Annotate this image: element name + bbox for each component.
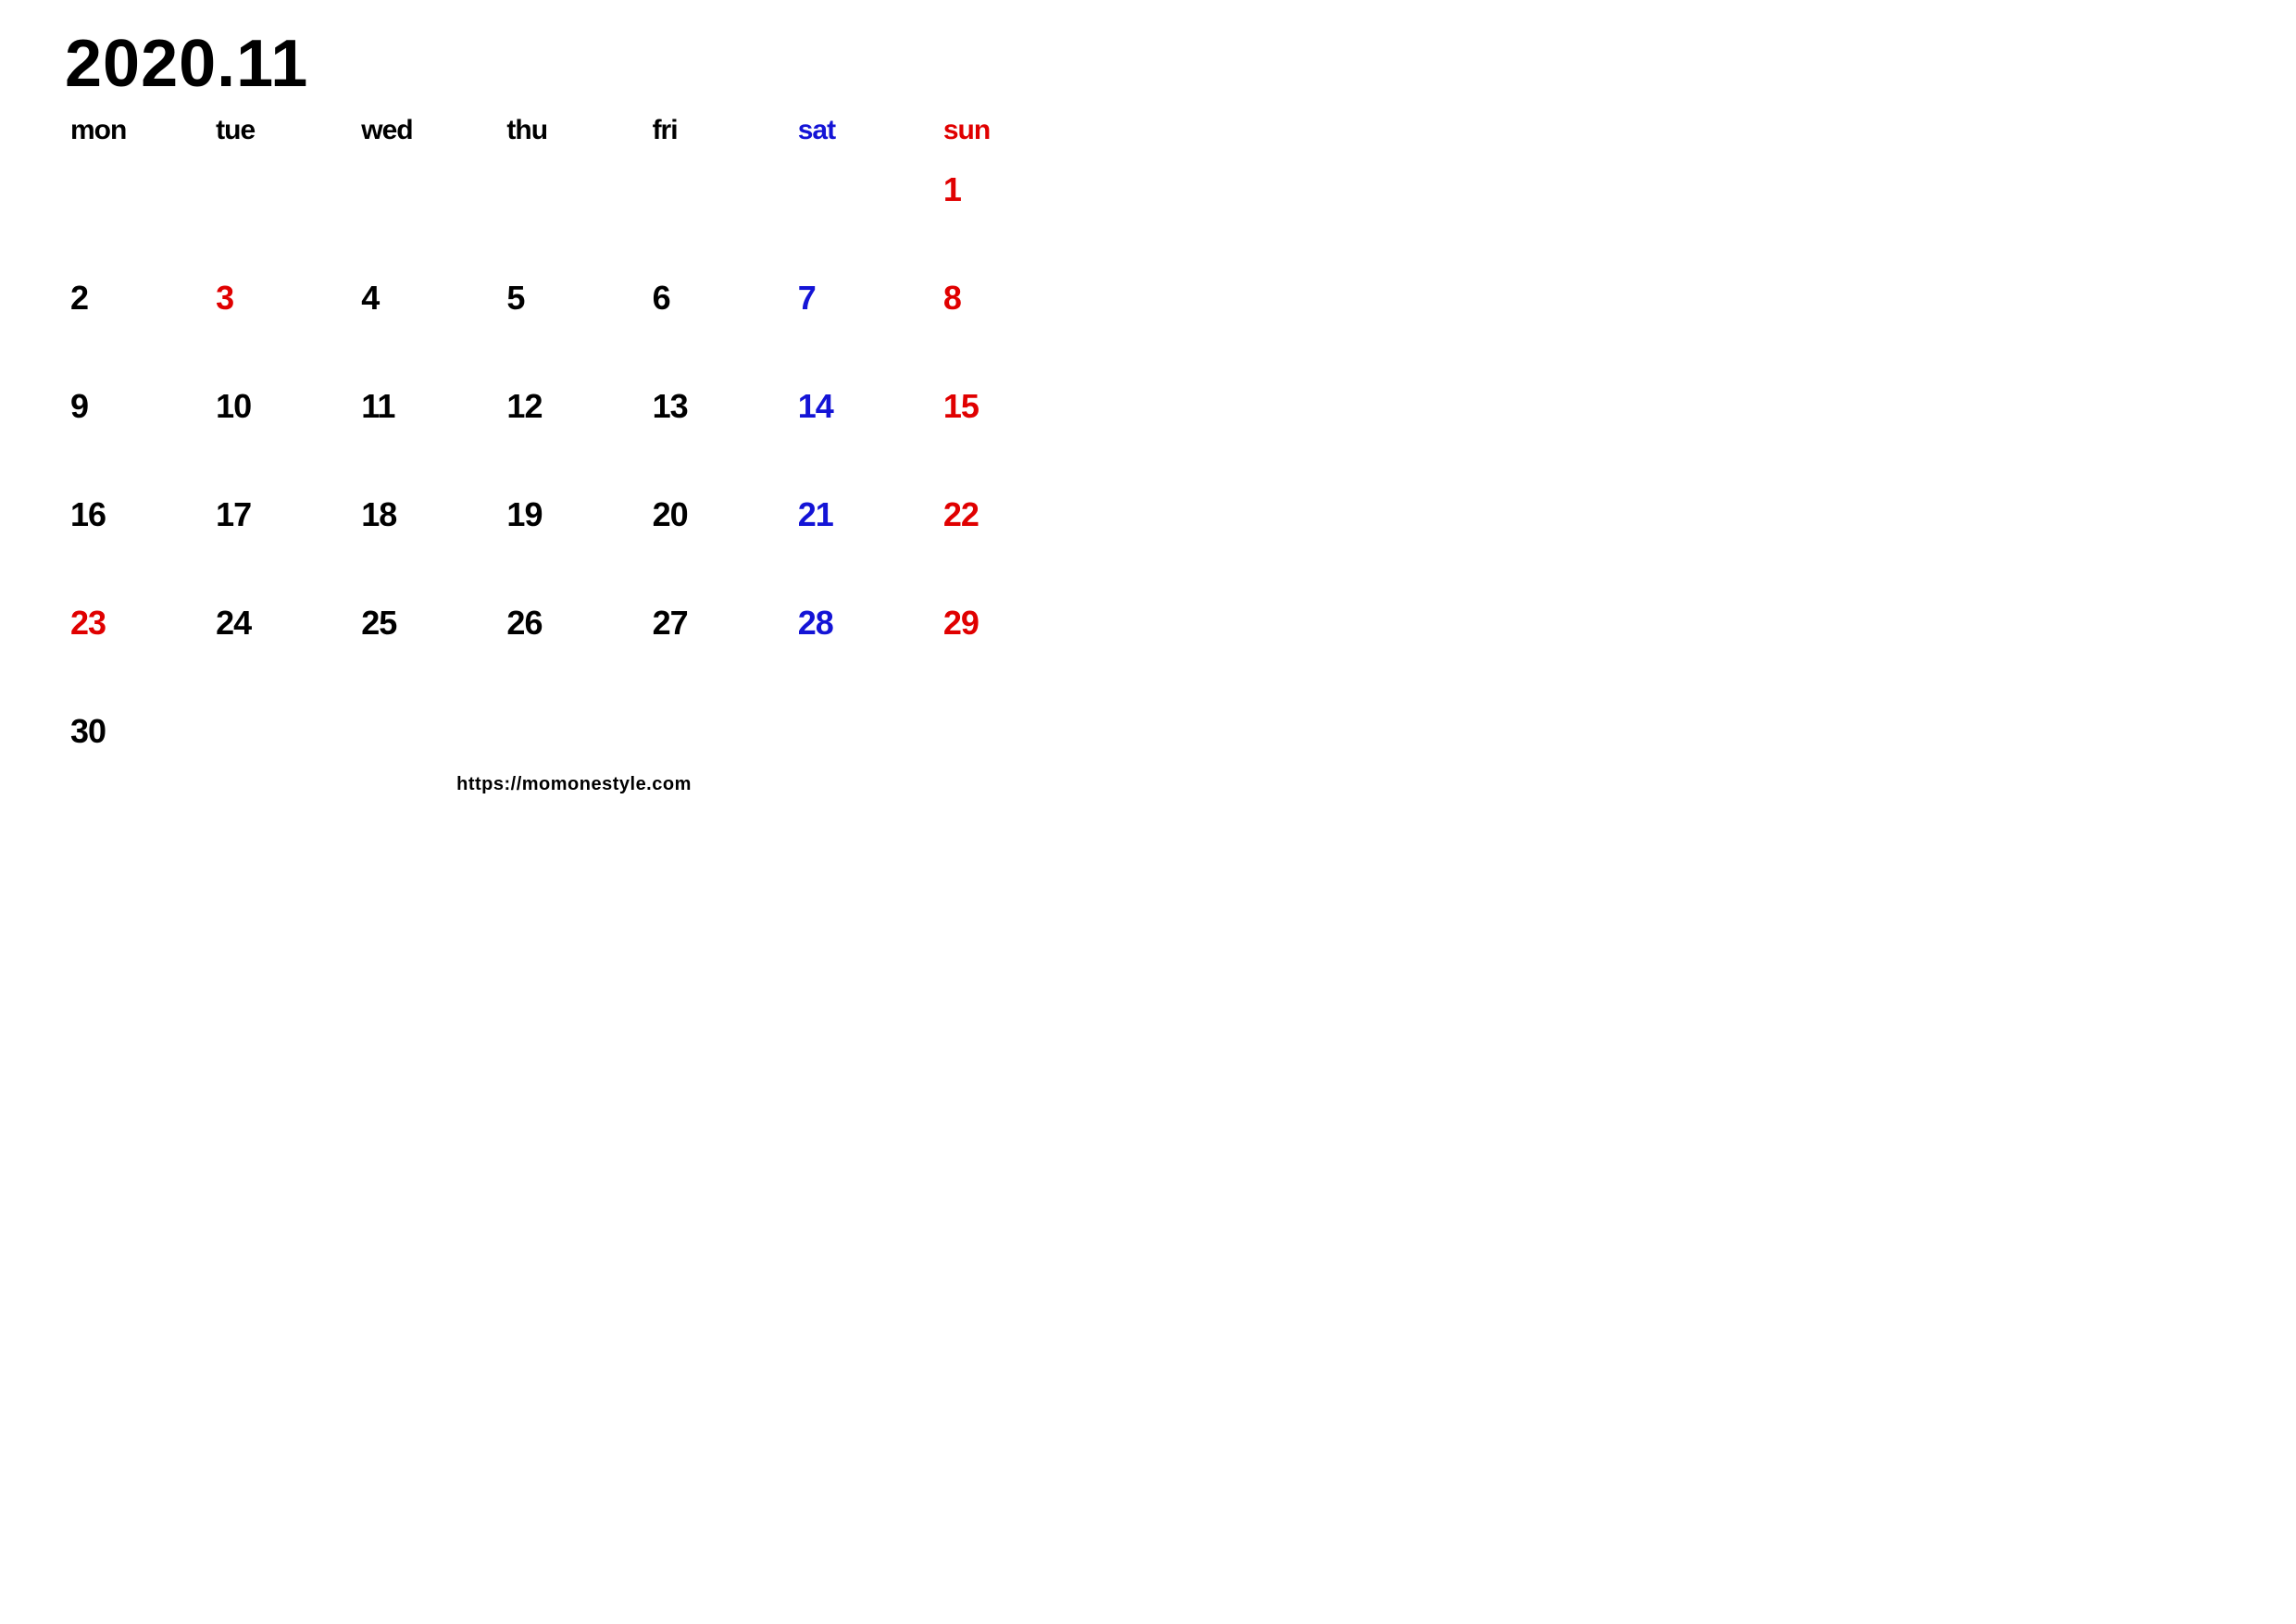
calendar-day-cell (356, 708, 501, 817)
weekday-header-wed: wed (356, 111, 501, 167)
calendar-week-row: 9 10 11 12 13 14 15 (65, 383, 1083, 492)
calendar-day-cell: 24 (210, 600, 356, 708)
calendar-day-cell (65, 167, 210, 275)
calendar-day-cell: 7 (792, 275, 938, 383)
calendar-day-cell: 18 (356, 492, 501, 600)
weekday-header-sat: sat (792, 111, 938, 167)
calendar-day-cell: 4 (356, 275, 501, 383)
calendar-day-cell (356, 167, 501, 275)
weekday-header-fri: fri (647, 111, 792, 167)
calendar-day-cell: 8 (938, 275, 1083, 383)
calendar-week-row: 16 17 18 19 20 21 22 (65, 492, 1083, 600)
calendar-day-cell (647, 708, 792, 817)
calendar-day-cell (647, 167, 792, 275)
calendar-day-cell (792, 167, 938, 275)
calendar-day-cell: 11 (356, 383, 501, 492)
calendar-day-cell (210, 708, 356, 817)
calendar-day-cell: 3 (210, 275, 356, 383)
calendar-day-cell (501, 708, 646, 817)
calendar-day-cell: 15 (938, 383, 1083, 492)
calendar-week-row: 1 (65, 167, 1083, 275)
weekday-header-tue: tue (210, 111, 356, 167)
calendar-week-row: 23 24 25 26 27 28 29 (65, 600, 1083, 708)
calendar-day-cell: 21 (792, 492, 938, 600)
calendar-day-cell: 17 (210, 492, 356, 600)
calendar-day-cell: 23 (65, 600, 210, 708)
calendar-day-cell: 25 (356, 600, 501, 708)
calendar-day-cell: 14 (792, 383, 938, 492)
calendar-day-cell: 20 (647, 492, 792, 600)
calendar-day-cell (792, 708, 938, 817)
footer-url: https://momonestyle.com (0, 774, 1148, 795)
calendar-day-cell: 9 (65, 383, 210, 492)
calendar-day-cell: 26 (501, 600, 646, 708)
calendar-day-cell: 6 (647, 275, 792, 383)
calendar-day-cell: 16 (65, 492, 210, 600)
calendar-day-cell: 1 (938, 167, 1083, 275)
weekday-header-mon: mon (65, 111, 210, 167)
calendar-page: 2020.11 mon tue wed thu fri sat sun 1 2 … (0, 0, 1148, 812)
calendar-day-cell (938, 708, 1083, 817)
weekday-header-sun: sun (938, 111, 1083, 167)
calendar-day-cell: 22 (938, 492, 1083, 600)
calendar-grid: mon tue wed thu fri sat sun 1 2 3 4 5 6 … (65, 111, 1083, 817)
calendar-day-cell: 2 (65, 275, 210, 383)
calendar-day-cell (501, 167, 646, 275)
calendar-day-cell: 5 (501, 275, 646, 383)
calendar-day-cell: 29 (938, 600, 1083, 708)
calendar-day-cell: 12 (501, 383, 646, 492)
calendar-day-cell: 28 (792, 600, 938, 708)
calendar-header-row: mon tue wed thu fri sat sun (65, 111, 1083, 167)
calendar-day-cell: 27 (647, 600, 792, 708)
weekday-header-thu: thu (501, 111, 646, 167)
calendar-week-row: 2 3 4 5 6 7 8 (65, 275, 1083, 383)
calendar-day-cell: 19 (501, 492, 646, 600)
calendar-day-cell: 10 (210, 383, 356, 492)
calendar-day-cell: 30 (65, 708, 210, 817)
calendar-title: 2020.11 (65, 26, 308, 102)
calendar-day-cell (210, 167, 356, 275)
calendar-day-cell: 13 (647, 383, 792, 492)
calendar-week-row: 30 (65, 708, 1083, 817)
